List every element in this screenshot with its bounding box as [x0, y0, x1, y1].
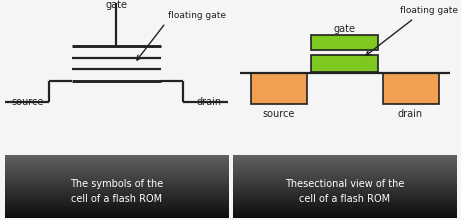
Text: gate: gate	[106, 0, 127, 10]
Text: Thesectional view of the
cell of a flash ROM: Thesectional view of the cell of a flash…	[285, 179, 404, 204]
Bar	[383, 73, 438, 104]
Text: gate: gate	[334, 24, 355, 34]
Text: drain: drain	[398, 108, 423, 119]
Text: floating gate: floating gate	[401, 6, 459, 15]
Text: drain: drain	[196, 97, 221, 107]
Text: source: source	[12, 97, 44, 107]
Bar	[251, 73, 307, 104]
Text: floating gate: floating gate	[168, 11, 226, 20]
Bar	[311, 35, 378, 50]
Bar	[311, 55, 378, 72]
Text: source: source	[262, 108, 295, 119]
Text: The symbols of the
cell of a flash ROM: The symbols of the cell of a flash ROM	[70, 179, 163, 204]
